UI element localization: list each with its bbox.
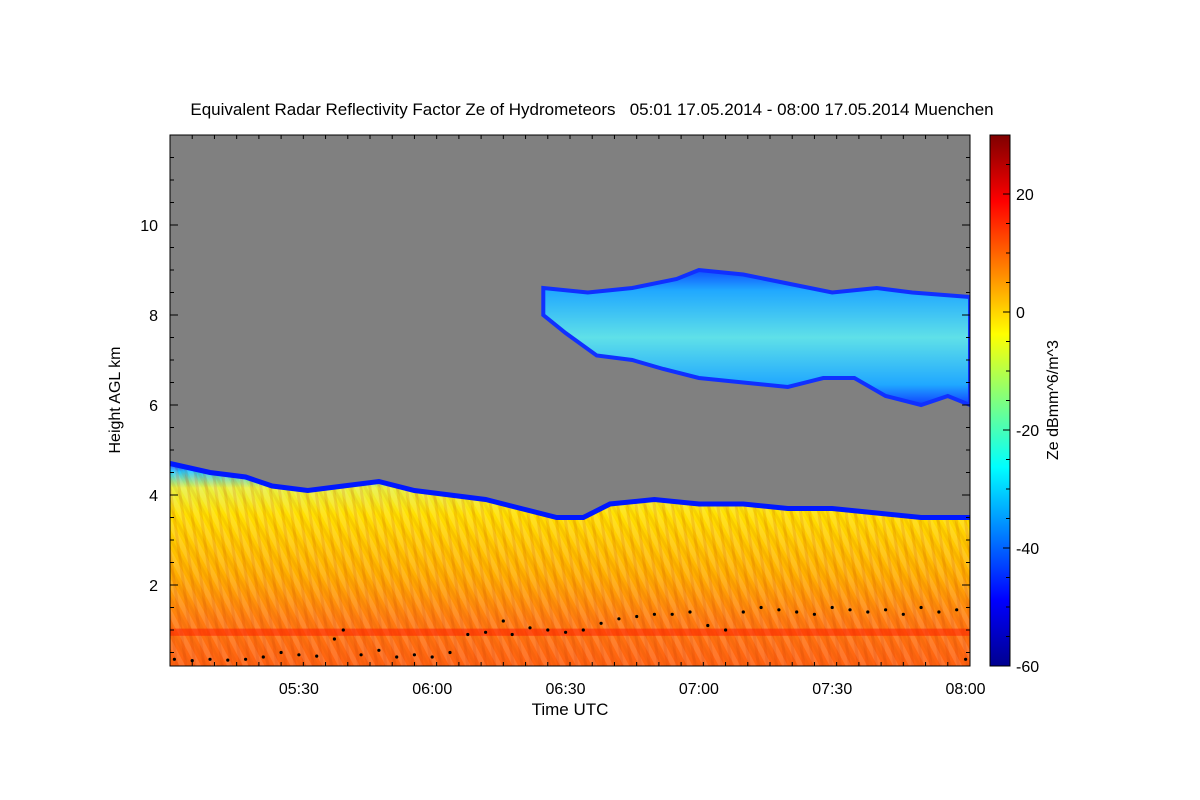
cloud-base-point [172,657,176,661]
cloud-base-point [795,610,799,614]
lower-cloud-texture-2 [170,463,970,666]
colorbar-label: Ze dBmm^6/m^3 [1045,340,1062,460]
x-tick-label: 08:00 [946,681,986,698]
cloud-base-point [244,657,248,661]
cloud-base-point [919,605,923,610]
cloud-base-point [599,621,603,625]
cloud-base-point [448,650,452,655]
cloud-base-point [866,610,870,614]
y-axis-label: Height AGL km [107,346,124,453]
cloud-base-point [315,654,319,658]
cloud-base-point [546,628,550,632]
cloud-base-point [377,648,381,652]
melting-layer-band [170,628,970,636]
y-tick-label: 6 [149,398,158,415]
cloud-base-point [297,653,301,657]
cloud-base-point [341,628,345,632]
colorbar-tick-label: 20 [1016,187,1034,204]
x-tick-label: 07:30 [812,681,852,698]
cloud-base-point [741,610,745,614]
cloud-base-point [848,608,852,612]
colorbar-tick-label: -20 [1016,423,1039,440]
cloud-base-point [208,657,212,661]
cloud-base-point [261,655,265,659]
x-tick-label: 06:00 [412,681,452,698]
cloud-base-point [706,623,710,628]
x-axis-label: Time UTC [532,700,609,719]
cloud-base-point [190,659,194,663]
x-tick-label: 06:30 [546,681,586,698]
cloud-base-point [395,655,399,659]
cloud-base-point [564,630,568,634]
cloud-base-point [226,658,230,662]
cloud-base-point [581,628,585,632]
cloud-base-point [937,610,941,614]
x-tick-label: 07:00 [679,681,719,698]
cloud-base-point [812,612,817,616]
cloud-base-point [279,650,283,655]
cloud-base-point [501,619,505,623]
cloud-base-point [688,610,692,614]
cloud-base-point [759,605,763,610]
cloud-base-point [670,612,674,616]
cloud-base-point [955,608,959,612]
cloud-base-point [964,657,968,661]
y-tick-label: 8 [149,308,158,325]
cloud-base-point [884,608,888,612]
colorbar-tick-label: -60 [1016,659,1039,676]
colorbar-ticks: -60 -40 -20 0 20 [1003,134,1039,676]
cloud-base-point [359,653,363,657]
cloud-base-point [777,608,781,612]
cloud-base-point [332,637,336,641]
cloud-base-point [617,617,621,621]
y-tick-label: 2 [149,578,158,595]
cloud-base-point [528,626,532,630]
cloud-base-point [484,630,488,634]
cloud-base-points [172,605,968,663]
y-tick-label: 10 [140,218,158,235]
y-tick-label: 4 [149,488,158,505]
cloud-base-point [724,628,728,632]
cloud-base-point [510,632,514,637]
cloud-base-point [430,655,434,659]
y-axis-ticks: 2 4 6 8 10 [140,134,970,653]
cloud-base-point [412,653,416,657]
cloud-base-point [652,612,657,616]
colorbar-tick-label: 0 [1016,305,1025,322]
cloud-base-point [901,612,905,616]
colorbar-tick-label: -40 [1016,541,1039,558]
x-tick-label: 05:30 [279,681,319,698]
cloud-base-point [466,632,470,637]
cloud-base-point [830,605,834,610]
lower-cloud-top-edge [170,461,970,520]
upper-cloud-layer [541,267,970,408]
cloud-base-point [635,614,639,619]
chart-title: Equivalent Radar Reflectivity Factor Ze … [190,100,993,119]
x-axis-ticks: 05:30 06:00 06:30 07:00 07:30 08:00 [169,135,986,698]
